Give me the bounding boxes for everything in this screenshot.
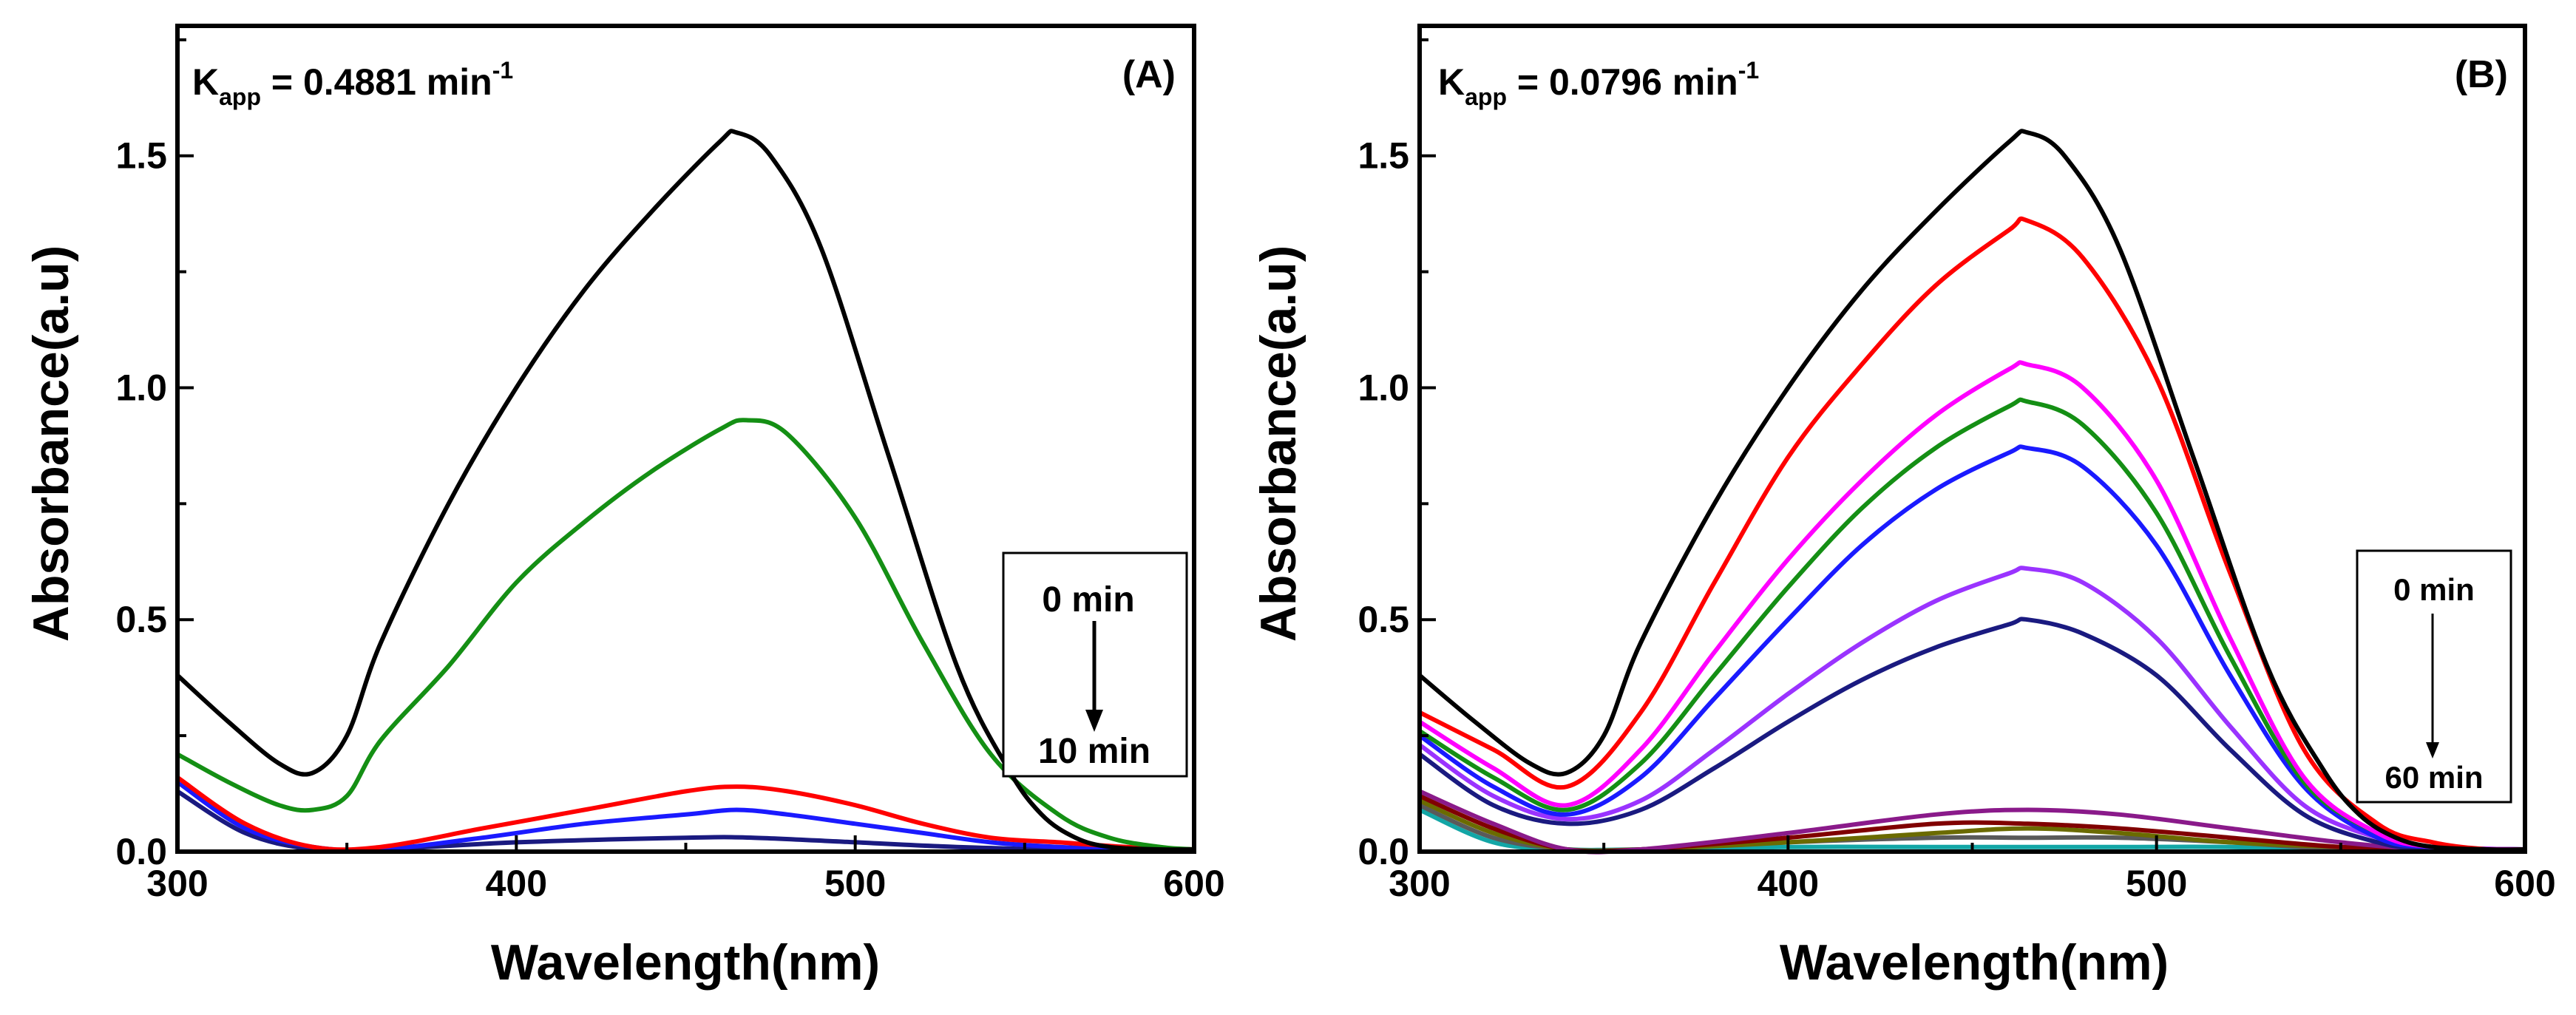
x-tick-label-a: 400 <box>486 863 547 904</box>
series-group-a <box>175 129 1196 854</box>
arrow-down-icon <box>1085 710 1103 732</box>
y-tick-label-b: 1.0 <box>1358 367 1409 408</box>
y-tick-label-b: 0.5 <box>1358 599 1409 640</box>
chart-panel-b: 300 400 500 600 0.0 0.5 1.0 1.5 Kapp = 0.0796 m… <box>1250 24 2556 991</box>
arrow-down-icon <box>2426 742 2439 758</box>
y-tick-label-b: 1.5 <box>1358 135 1409 177</box>
legend-end-label-b: 60 min <box>2385 760 2483 795</box>
series-line-a-4 <box>175 789 1196 854</box>
x-tick-label-a: 300 <box>146 863 208 904</box>
kapp-subscript-a: app <box>219 84 261 110</box>
y-tick-label-a: 1.0 <box>115 367 167 408</box>
series-line-a-2 <box>175 775 1196 852</box>
series-line-a-0 <box>175 129 1196 852</box>
series-line-b-5 <box>1417 566 2527 852</box>
series-line-b-4 <box>1417 444 2527 852</box>
ticks-b: 300 400 500 600 0.0 0.5 1.0 1.5 <box>1358 38 2556 904</box>
series-group-b <box>1417 129 2527 855</box>
kapp-k-a: K <box>192 61 219 103</box>
legend-a: 0 min 10 min <box>1002 551 1188 778</box>
x-axis-label-a: Wavelength(nm) <box>491 934 880 991</box>
x-tick-label-b: 500 <box>2126 863 2187 904</box>
kapp-superscript-b: -1 <box>1738 57 1759 84</box>
legend-b: 0 min 60 min <box>2356 549 2512 804</box>
y-tick-label-b: 0.0 <box>1358 831 1409 872</box>
series-line-b-0 <box>1417 129 2527 852</box>
legend-end-label-a: 10 min <box>1038 732 1150 771</box>
panel-label-a: (A) <box>1122 53 1176 96</box>
series-line-b-6 <box>1417 617 2527 852</box>
panel-label-b: (B) <box>2455 53 2508 96</box>
legend-start-label-b: 0 min <box>2393 572 2475 607</box>
x-axis-label-b: Wavelength(nm) <box>1780 934 2169 991</box>
kapp-k-b: K <box>1438 61 1465 103</box>
legend-box-b <box>2356 549 2512 804</box>
kapp-value-a: = 0.4881 min <box>261 61 492 103</box>
kapp-value-b: = 0.0796 min <box>1507 61 1738 103</box>
chart-panel-a: 300 400 500 600 0.0 0.5 1.0 1.5 Kapp = 0.4881 m… <box>23 24 1225 991</box>
ticks-a: 300 400 500 600 0.0 0.5 1.0 1.5 <box>115 38 1225 904</box>
x-tick-label-a: 600 <box>1163 863 1224 904</box>
series-line-b-2 <box>1417 360 2527 852</box>
x-tick-label-b: 400 <box>1758 863 1819 904</box>
legend-start-label-a: 0 min <box>1042 580 1134 619</box>
series-line-a-1 <box>175 418 1196 852</box>
y-tick-label-a: 0.0 <box>115 831 167 872</box>
kapp-label-b: Kapp = 0.0796 min-1 <box>1438 57 1759 110</box>
kapp-subscript-b: app <box>1465 84 1507 110</box>
x-tick-label-b: 600 <box>2494 863 2555 904</box>
y-axis-label-b: Absorbance(a.u) <box>1250 245 1306 642</box>
x-tick-label-b: 300 <box>1389 863 1450 904</box>
x-tick-label-a: 500 <box>824 863 886 904</box>
kapp-label-a: Kapp = 0.4881 min-1 <box>192 57 513 110</box>
series-line-b-3 <box>1417 397 2527 852</box>
y-tick-label-a: 0.5 <box>115 599 167 640</box>
y-axis-label-a: Absorbance(a.u) <box>23 245 79 642</box>
y-tick-label-a: 1.5 <box>115 135 167 177</box>
kapp-superscript-a: -1 <box>492 57 513 84</box>
